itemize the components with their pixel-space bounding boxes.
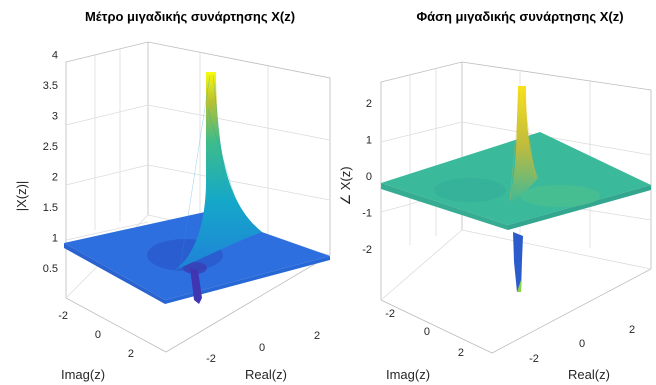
phase-plot: Φάση μιγαδικής συνάρτησης X(z) [338,9,652,382]
magnitude-z-tick-label: 2.5 [43,141,58,153]
phase-y-tick-label: -2 [385,308,395,320]
magnitude-y-tick-label: -2 [58,310,68,322]
magnitude-axes-text: |X(z)| Imag(z) Real(z) 0.511.522.533.54 … [14,50,320,383]
magnitude-z-label: |X(z)| [14,181,29,212]
magnitude-axes-grid [65,41,331,353]
magnitude-z-tick-label: 3.5 [43,80,58,92]
phase-x-label: Real(z) [568,367,610,382]
phase-x-tick-label: 2 [629,324,635,336]
phase-x-tick-label: -2 [529,353,539,365]
phase-y-label: Imag(z) [386,367,430,382]
magnitude-x-label: Real(z) [245,367,287,382]
magnitude-z-tick-label: 0.5 [43,263,58,275]
magnitude-z-tick-label: 2 [52,172,58,184]
phase-surface [381,86,651,292]
phase-z-label: ∠ X(z) [338,166,353,205]
magnitude-y-label: Imag(z) [61,367,105,382]
magnitude-z-tick-label: 4 [52,50,58,62]
magnitude-x-tick-label: 0 [259,342,265,354]
magnitude-y-tick-label: 2 [128,348,134,360]
phase-z-tick-label: 2 [366,98,372,110]
magnitude-x-tick-label: -2 [206,353,216,365]
phase-z-tick-label: 0 [366,171,372,183]
magnitude-plot: Μέτρο μιγαδικής συνάρτησης X(z) [14,9,331,383]
phase-axes-text: ∠ X(z) Imag(z) Real(z) -2 -1 0 1 2 -2 0 2 -2 0 2 [338,98,635,382]
phase-z-tick-label: -2 [362,244,372,256]
magnitude-z-tick-label: 3 [52,111,58,123]
phase-x-tick-label: 0 [579,338,585,350]
magnitude-z-tick-label: 1.5 [43,202,58,214]
phase-plot-title: Φάση μιγαδικής συνάρτησης X(z) [416,9,623,24]
magnitude-y-tick-label: 0 [95,329,101,341]
phase-z-tick-label: 1 [366,135,372,147]
magnitude-surface [64,72,330,304]
phase-y-tick-label: 2 [458,347,464,359]
phase-z-tick-label: -1 [362,208,372,220]
magnitude-z-tick-label: 1 [52,233,58,245]
phase-y-tick-label: 0 [424,326,430,338]
magnitude-plot-title: Μέτρο μιγαδικής συνάρτησης X(z) [85,9,295,24]
magnitude-x-tick-label: 2 [314,330,320,342]
